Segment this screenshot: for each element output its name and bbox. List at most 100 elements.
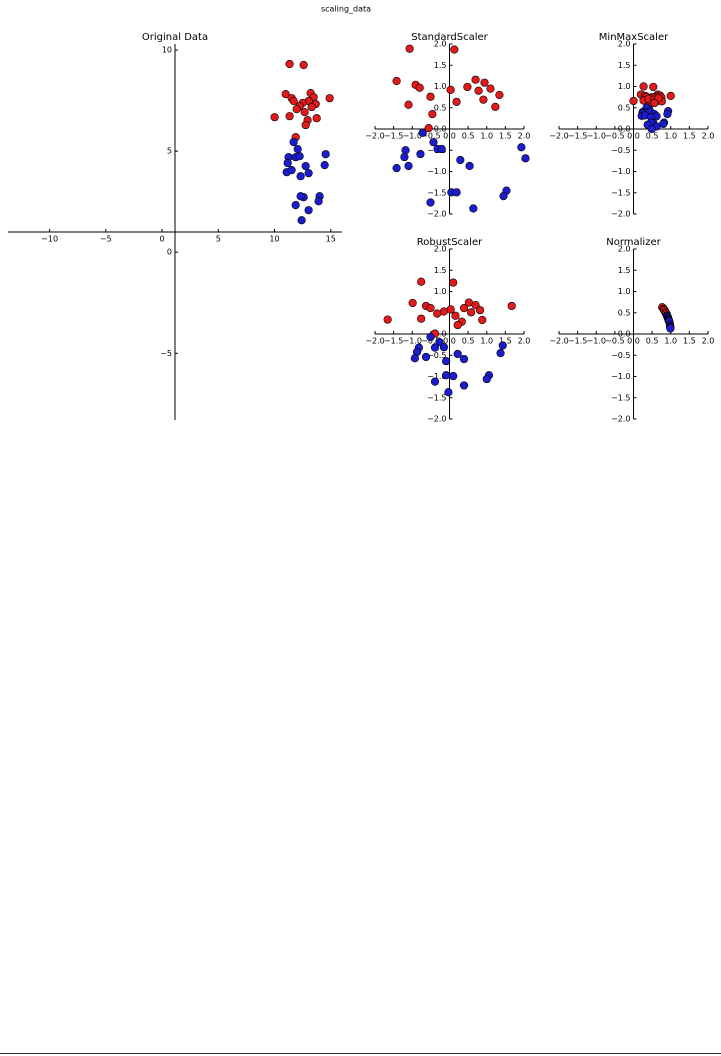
x-tick-label: −0.5: [421, 132, 440, 141]
point: [666, 91, 675, 100]
x-tick-label: 2.0: [702, 132, 715, 141]
point: [480, 78, 489, 87]
y-tick-label: 1.5: [618, 61, 631, 70]
point: [417, 314, 426, 323]
point: [517, 143, 526, 152]
point: [521, 154, 530, 163]
point: [453, 349, 462, 359]
point: [449, 278, 458, 287]
point: [301, 120, 310, 130]
x-tick-label: −2.0: [549, 337, 568, 346]
y-tick-label: −1.5: [611, 393, 630, 402]
point: [285, 112, 294, 121]
point: [426, 198, 435, 207]
x-tick-label: 0.5: [462, 132, 475, 141]
point: [451, 311, 460, 320]
point: [299, 60, 308, 70]
point: [435, 337, 444, 347]
point: [456, 155, 465, 165]
point: [452, 97, 461, 106]
x-tick-label: −1.5: [384, 337, 403, 346]
point: [465, 161, 474, 171]
point: [429, 138, 438, 147]
y-tick-label: 1.5: [434, 61, 447, 70]
point: [650, 98, 659, 108]
point: [491, 102, 500, 111]
point: [283, 158, 292, 168]
point: [281, 90, 290, 99]
point: [459, 303, 469, 313]
x-tick-label: −1.0: [587, 337, 606, 346]
y-tick-label: 0: [167, 248, 172, 257]
x-tick-label: 2.0: [518, 337, 531, 346]
x-tick-label: 1.0: [664, 132, 677, 141]
x-tick-label: 1.5: [683, 132, 696, 141]
subplot-title: MinMaxScaler: [599, 32, 669, 43]
x-tick-label: −1.0: [403, 132, 422, 141]
point: [314, 197, 323, 206]
y-tick-label: 1.0: [618, 287, 631, 296]
y-tick-label: −0.5: [427, 351, 446, 360]
point: [433, 309, 442, 318]
point: [410, 354, 419, 363]
y-tick-label: −1.0: [427, 167, 446, 176]
point: [469, 204, 478, 213]
subplot-title: Normalizer: [606, 237, 661, 248]
point: [474, 86, 483, 95]
point: [418, 128, 427, 137]
point: [499, 192, 508, 201]
point: [320, 160, 329, 170]
y-tick-label: 1.0: [434, 287, 447, 296]
x-tick-label: −1.5: [384, 132, 403, 141]
point: [482, 374, 491, 384]
point: [442, 371, 451, 380]
y-tick-label: 10: [162, 46, 172, 55]
bottom-rule: [0, 1053, 721, 1054]
y-tick-label: −1.5: [427, 188, 446, 197]
point: [426, 332, 435, 342]
point: [442, 357, 451, 366]
y-tick-label: 2.0: [434, 245, 447, 254]
x-tick-label: 1.5: [683, 337, 696, 346]
point: [498, 341, 507, 350]
point: [495, 90, 504, 100]
subplot-title: Original Data: [142, 32, 208, 43]
y-tick-label: 2.0: [434, 40, 447, 49]
y-tick-label: 0.5: [434, 103, 447, 112]
point: [471, 75, 480, 84]
point: [496, 349, 505, 358]
point: [408, 298, 417, 308]
x-tick-label: −0.5: [605, 337, 624, 346]
point: [649, 82, 658, 92]
x-tick-label: 0.5: [462, 337, 475, 346]
x-tick-label: −2.0: [365, 337, 384, 346]
y-tick-label: −1.5: [427, 393, 446, 402]
point: [459, 381, 469, 390]
y-tick-label: −0.5: [611, 146, 630, 155]
point: [270, 113, 279, 122]
y-tick-label: −2.0: [611, 415, 630, 424]
point: [479, 95, 488, 104]
point: [301, 161, 310, 171]
point: [444, 388, 453, 397]
x-tick-label: 2.0: [518, 132, 531, 141]
x-tick-label: 1.0: [480, 132, 493, 141]
x-tick-label: −2.0: [365, 132, 384, 141]
x-tick-label: −1.0: [403, 337, 422, 346]
point: [289, 137, 298, 147]
point: [486, 84, 495, 93]
point: [300, 108, 309, 117]
point: [475, 306, 485, 315]
point: [507, 301, 516, 311]
y-tick-label: −2.0: [427, 415, 446, 424]
y-tick-label: −2.0: [427, 210, 446, 219]
y-tick-label: 1.5: [618, 266, 631, 275]
y-tick-label: −2.0: [611, 210, 630, 219]
y-tick-label: 1.5: [434, 266, 447, 275]
point: [463, 82, 472, 92]
point: [428, 110, 437, 119]
point: [392, 76, 401, 86]
